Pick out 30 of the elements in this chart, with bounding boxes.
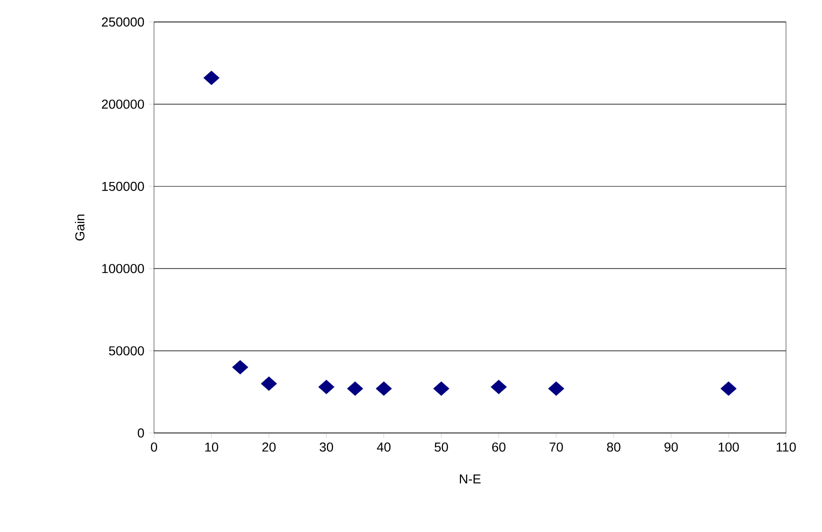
point [203, 70, 220, 86]
x-tick-label: 110 [776, 442, 796, 452]
x-axis-title: N-E [460, 474, 481, 484]
x-tick-label: 0 [150, 442, 158, 452]
point [548, 381, 564, 396]
y-tick-label: 250000 [102, 17, 144, 27]
x-tick-label: 10 [205, 442, 218, 452]
y-tick-label: 100000 [102, 264, 144, 274]
point [720, 381, 737, 396]
point [433, 381, 450, 396]
x-tick-label: 60 [492, 442, 506, 452]
y-tick-label: 0 [138, 428, 144, 438]
x-tick-label: 20 [262, 442, 276, 452]
x-tick-label: 50 [434, 442, 448, 452]
y-tick-label: 50000 [108, 346, 144, 356]
y-tick-label: 150000 [102, 182, 144, 191]
point [490, 380, 507, 394]
point [347, 381, 364, 396]
point [318, 380, 334, 394]
x-tick-label: 70 [550, 442, 563, 452]
x-tick-label: 90 [664, 442, 678, 452]
y-axis-title: Gain [74, 214, 84, 241]
point [232, 360, 248, 374]
x-tick-label: 80 [607, 442, 620, 452]
x-tick-label: 30 [320, 442, 334, 452]
point [260, 376, 277, 391]
y-tick-label: 200000 [102, 100, 144, 109]
x-tick-label: 40 [376, 442, 391, 452]
x-tick-label: 100 [718, 442, 739, 452]
point [376, 381, 392, 396]
